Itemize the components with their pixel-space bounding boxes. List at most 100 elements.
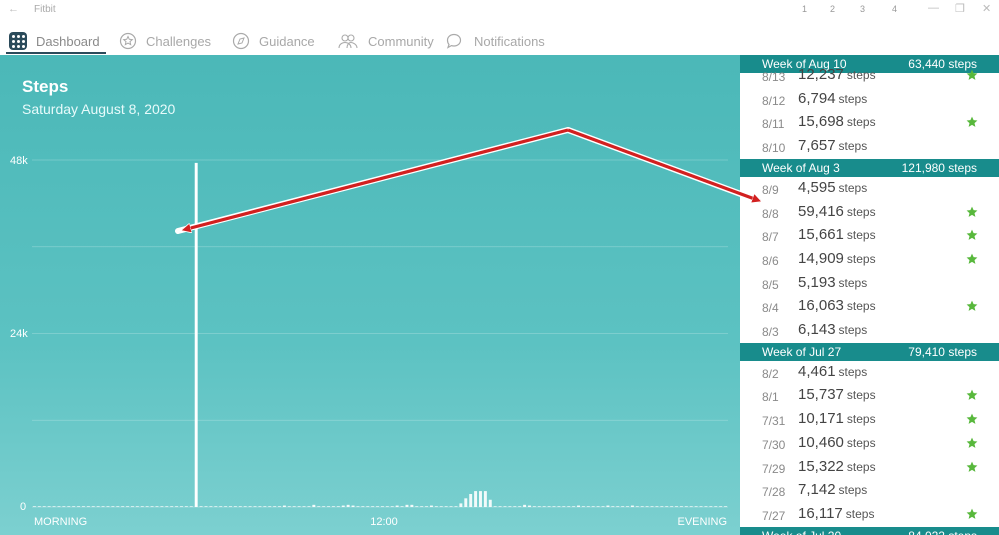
chart-bar[interactable] bbox=[650, 506, 654, 507]
chart-bar[interactable] bbox=[601, 506, 605, 507]
chart-bar[interactable] bbox=[537, 506, 541, 507]
chart-bar[interactable] bbox=[278, 506, 281, 507]
chart-bar[interactable] bbox=[552, 506, 556, 507]
chart-bar[interactable] bbox=[229, 506, 232, 507]
chart-bar[interactable] bbox=[204, 506, 208, 507]
chart-bar[interactable] bbox=[699, 506, 703, 507]
chart-bar[interactable] bbox=[586, 506, 590, 507]
chart-bar[interactable] bbox=[356, 506, 360, 507]
day-row[interactable]: 8/11 15,698 steps bbox=[740, 111, 999, 135]
chart-bar[interactable] bbox=[709, 506, 713, 507]
chart-bar[interactable] bbox=[459, 503, 463, 507]
nav-dashboard[interactable]: Dashboard bbox=[9, 26, 100, 56]
day-row[interactable]: 8/5 5,193 steps bbox=[740, 272, 999, 296]
chart-bar[interactable] bbox=[101, 506, 105, 507]
day-row[interactable]: 8/13 12,237 steps bbox=[740, 64, 999, 88]
day-row[interactable]: 8/6 14,909 steps bbox=[740, 248, 999, 272]
chart-bar[interactable] bbox=[140, 506, 144, 507]
chart-bar[interactable] bbox=[194, 162, 198, 507]
chart-bar[interactable] bbox=[429, 505, 433, 507]
chart-bar[interactable] bbox=[670, 506, 674, 507]
chart-bar[interactable] bbox=[444, 506, 448, 507]
day-row[interactable]: 8/12 6,794 steps bbox=[740, 88, 999, 112]
day-row[interactable]: 8/8 59,416 steps bbox=[740, 201, 999, 225]
chart-bar[interactable] bbox=[155, 506, 159, 507]
chart-bar[interactable] bbox=[606, 505, 610, 507]
chart-bar[interactable] bbox=[572, 506, 576, 507]
chart-bar[interactable] bbox=[493, 506, 497, 507]
chart-bar[interactable] bbox=[361, 506, 365, 507]
chart-bar[interactable] bbox=[449, 506, 453, 507]
chart-bar[interactable] bbox=[434, 506, 438, 507]
chart-bar[interactable] bbox=[498, 506, 502, 507]
chart-bar[interactable] bbox=[425, 506, 429, 507]
day-row[interactable]: 7/28 7,142 steps bbox=[740, 479, 999, 503]
chart-bar[interactable] bbox=[346, 504, 350, 507]
chart-bar[interactable] bbox=[180, 506, 183, 507]
chart-bar[interactable] bbox=[91, 506, 95, 507]
chart-bar[interactable] bbox=[341, 505, 345, 507]
chart-bar[interactable] bbox=[621, 506, 625, 507]
chart-bar[interactable] bbox=[581, 506, 585, 507]
chart-bar[interactable] bbox=[518, 506, 522, 507]
chart-bar[interactable] bbox=[322, 506, 326, 507]
chart-bar[interactable] bbox=[238, 506, 242, 507]
chart-bar[interactable] bbox=[660, 506, 664, 507]
chart-bar[interactable] bbox=[596, 506, 600, 507]
chart-bar[interactable] bbox=[689, 506, 693, 507]
chart-bar[interactable] bbox=[655, 506, 659, 507]
chart-bar[interactable] bbox=[268, 506, 272, 507]
chart-bar[interactable] bbox=[724, 506, 728, 507]
day-row[interactable]: 7/30 10,460 steps bbox=[740, 432, 999, 456]
nav-notifications[interactable]: Notifications bbox=[445, 26, 545, 56]
chart-bar[interactable] bbox=[248, 506, 252, 507]
day-row[interactable]: 7/27 16,117 steps bbox=[740, 503, 999, 527]
chart-bar[interactable] bbox=[376, 506, 380, 507]
chart-bar[interactable] bbox=[719, 506, 723, 507]
chart-bar[interactable] bbox=[420, 506, 424, 507]
chart-bar[interactable] bbox=[366, 506, 370, 507]
day-row[interactable]: 8/10 7,657 steps bbox=[740, 135, 999, 159]
chart-bar[interactable] bbox=[694, 506, 698, 507]
chart-bar[interactable] bbox=[62, 506, 66, 507]
chart-bar[interactable] bbox=[224, 506, 228, 507]
week-header[interactable]: Week of Jul 20 84,022 steps bbox=[740, 526, 999, 535]
chart-bar[interactable] bbox=[626, 506, 629, 507]
chart-bar[interactable] bbox=[675, 506, 678, 507]
chart-bar[interactable] bbox=[454, 506, 458, 507]
chart-bar[interactable] bbox=[479, 491, 482, 507]
nav-challenges[interactable]: Challenges bbox=[119, 26, 211, 56]
chart-bar[interactable] bbox=[616, 506, 620, 507]
chart-bar[interactable] bbox=[591, 506, 595, 507]
chart-bar[interactable] bbox=[145, 506, 149, 507]
chart-bar[interactable] bbox=[96, 506, 100, 507]
title-action-icon[interactable]: 2 bbox=[830, 4, 836, 14]
chart-bar[interactable] bbox=[116, 506, 120, 507]
title-action-icon[interactable]: 3 bbox=[860, 4, 866, 14]
day-row[interactable]: 8/1 15,737 steps bbox=[740, 384, 999, 408]
chart-bar[interactable] bbox=[287, 506, 291, 507]
chart-bar[interactable] bbox=[160, 506, 164, 507]
minimize-button[interactable]: — bbox=[928, 2, 939, 14]
chart-bar[interactable] bbox=[336, 506, 340, 507]
day-row[interactable]: 8/4 16,063 steps bbox=[740, 295, 999, 319]
chart-bar[interactable] bbox=[297, 506, 301, 507]
day-row[interactable]: 7/29 15,322 steps bbox=[740, 456, 999, 480]
chart-bar[interactable] bbox=[273, 506, 277, 507]
chart-bar[interactable] bbox=[415, 506, 419, 507]
chart-bar[interactable] bbox=[81, 506, 85, 507]
chart-bar[interactable] bbox=[483, 491, 487, 507]
chart-bar[interactable] bbox=[645, 506, 649, 507]
chart-bar[interactable] bbox=[37, 506, 41, 507]
chart-bar[interactable] bbox=[532, 506, 536, 507]
chart-bar[interactable] bbox=[111, 506, 115, 507]
week-header[interactable]: Week of Aug 10 63,440 steps bbox=[740, 55, 999, 73]
chart-bar[interactable] bbox=[714, 506, 718, 507]
chart-bar[interactable] bbox=[704, 506, 708, 507]
chart-bar[interactable] bbox=[199, 506, 203, 507]
day-row[interactable]: 8/3 6,143 steps bbox=[740, 319, 999, 343]
chart-bar[interactable] bbox=[474, 491, 478, 507]
chart-bar[interactable] bbox=[611, 506, 615, 507]
close-button[interactable]: ✕ bbox=[982, 3, 992, 15]
chart-bar[interactable] bbox=[282, 505, 286, 507]
